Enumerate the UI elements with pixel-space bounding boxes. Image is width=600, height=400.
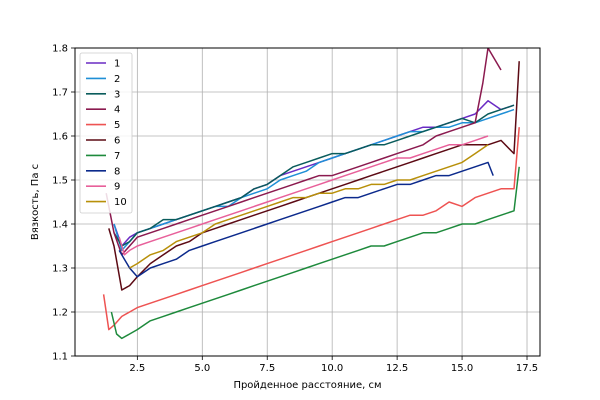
legend-label-4: 4 (114, 105, 120, 116)
series-line-10 (129, 144, 489, 269)
y-tick-label: 1.6 (52, 132, 68, 143)
x-tick-label: 12.5 (386, 363, 408, 374)
x-tick-label: 17.5 (516, 363, 538, 374)
series-line-3 (113, 104, 515, 247)
y-axis-label: Вязкость, Па с (30, 164, 41, 240)
plot-area-frame (74, 47, 541, 357)
y-tick-label: 1.5 (52, 176, 68, 187)
x-tick-label: 2.5 (129, 363, 145, 374)
x-tick-label: 15.0 (451, 363, 473, 374)
legend-label-9: 9 (114, 182, 120, 193)
series-lines (102, 48, 520, 340)
series-line-9 (118, 135, 489, 256)
y-tick-label: 1.2 (52, 308, 68, 319)
series-line-5 (102, 127, 520, 331)
x-tick-label: 5.0 (194, 363, 210, 374)
y-tick-label: 1.4 (52, 220, 68, 231)
axis-ticks: 2.5 5.0 7.5 10.0 12.5 15.0 17.5 1.1 1.2 1.3 1.4 1.5… (52, 44, 538, 375)
y-tick-label: 1.8 (52, 44, 68, 55)
legend-label-1: 1 (114, 59, 120, 70)
x-axis-label: Пройденное расстояние, см (233, 380, 381, 391)
y-tick-label: 1.7 (52, 88, 68, 99)
x-tick-label: 10.0 (321, 363, 343, 374)
legend: 1 2 3 4 5 6 7 8 9 10 (79, 52, 133, 214)
legend-label-7: 7 (114, 151, 120, 162)
y-tick-label: 1.3 (52, 264, 68, 275)
y-tick-label: 1.1 (52, 352, 68, 363)
series-line-4 (105, 48, 502, 256)
series-line-2 (113, 108, 515, 252)
legend-label-2: 2 (114, 74, 120, 85)
legend-box (79, 52, 133, 214)
legend-label-5: 5 (114, 120, 120, 131)
legend-label-8: 8 (114, 166, 120, 177)
legend-label-3: 3 (114, 89, 120, 100)
legend-label-6: 6 (114, 136, 120, 147)
x-tick-label: 7.5 (259, 363, 275, 374)
series-line-8 (118, 161, 494, 278)
series-line-7 (110, 166, 520, 340)
legend-label-10: 10 (114, 197, 127, 208)
